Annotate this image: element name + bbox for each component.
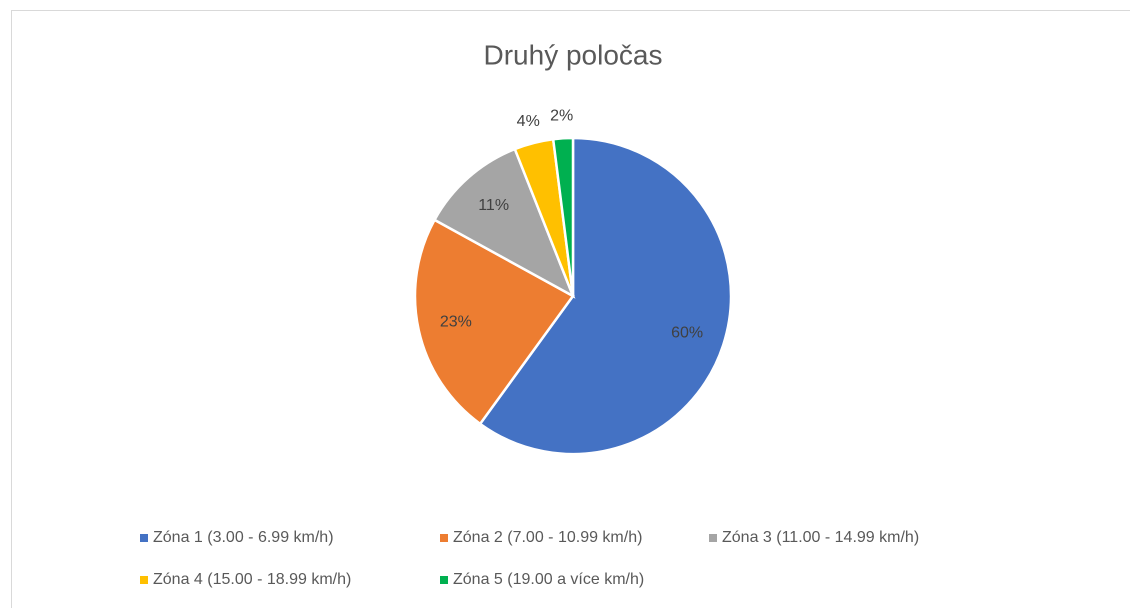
legend-label: Zóna 3 (11.00 - 14.99 km/h): [722, 529, 919, 546]
pie-slice: [478, 136, 733, 456]
legend-swatch: [440, 534, 448, 542]
legend-swatch: [140, 534, 148, 542]
data-label: 11%: [478, 197, 509, 214]
data-label: 2%: [550, 108, 573, 125]
legend-swatch: [440, 576, 448, 584]
legend-label: Zóna 1 (3.00 - 6.99 km/h): [153, 529, 334, 546]
data-label: 60%: [671, 324, 703, 341]
legend-label: Zóna 5 (19.00 a více km/h): [453, 571, 644, 588]
chart-title: Druhý poločas: [484, 39, 663, 70]
pie-slice: [413, 218, 575, 426]
legend-label: Zóna 4 (15.00 - 18.99 km/h): [153, 571, 351, 588]
pie-slice: [432, 147, 576, 299]
legend-swatch: [140, 576, 148, 584]
data-label: 4%: [517, 113, 540, 130]
pie-slice: [551, 136, 575, 297]
legend-swatch: [709, 534, 717, 542]
legend-label: Zóna 2 (7.00 - 10.99 km/h): [453, 529, 642, 546]
data-label: 23%: [440, 313, 472, 330]
